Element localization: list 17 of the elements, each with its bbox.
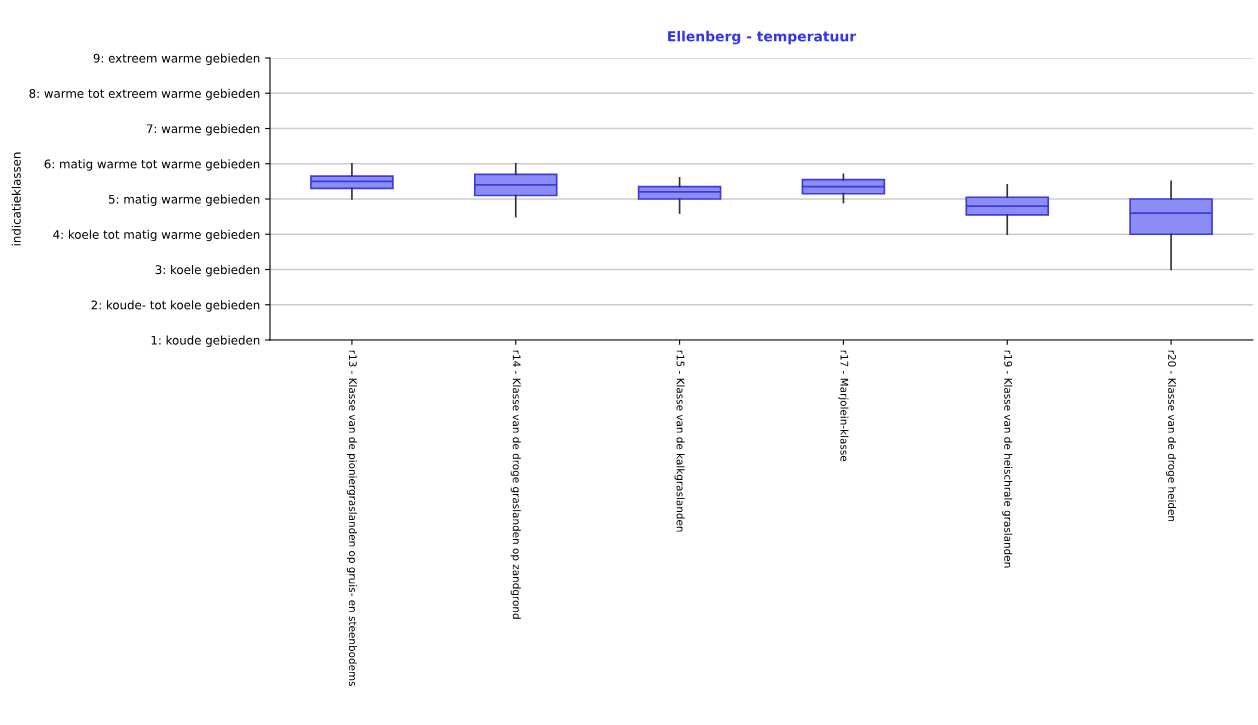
x-tick-label: r19 - Klasse van de heischrale graslanden xyxy=(1002,350,1013,568)
y-tick-label: 2: koude- tot koele gebieden xyxy=(91,300,260,312)
y-tick-label: 8: warme tot extreem warme gebieden xyxy=(29,88,260,101)
chart-title: Ellenberg - temperatuur xyxy=(668,30,857,45)
y-tick-label: 5: matig warme gebieden xyxy=(108,194,260,206)
y-axis-title: indicatieklassen xyxy=(11,152,21,246)
y-tick-label: 7: warme gebieden xyxy=(146,124,260,136)
x-tick-label: r15 - Klasse van de kalkgraslanden xyxy=(674,350,685,532)
x-tick-label: r17 - Marjolein-klasse xyxy=(838,350,849,462)
y-tick-label: 9: extreem warme gebieden xyxy=(93,53,260,65)
y-tick-label: 6: matig warme tot warme gebieden xyxy=(44,159,260,171)
x-tick-label: r14 - Klasse van de droge graslanden op zandgrond xyxy=(510,350,521,619)
y-tick-label: 3: koele gebieden xyxy=(155,265,260,277)
x-tick-label: r20 - Klasse van de droge heiden xyxy=(1166,350,1177,522)
x-tick-label: r13 - Klasse van de pioniergraslanden op gruis- en steenbodems xyxy=(346,350,357,687)
y-tick-label: 1: koude gebieden xyxy=(151,335,260,347)
y-tick-label: 4: koele tot matig warme gebieden xyxy=(53,229,260,242)
